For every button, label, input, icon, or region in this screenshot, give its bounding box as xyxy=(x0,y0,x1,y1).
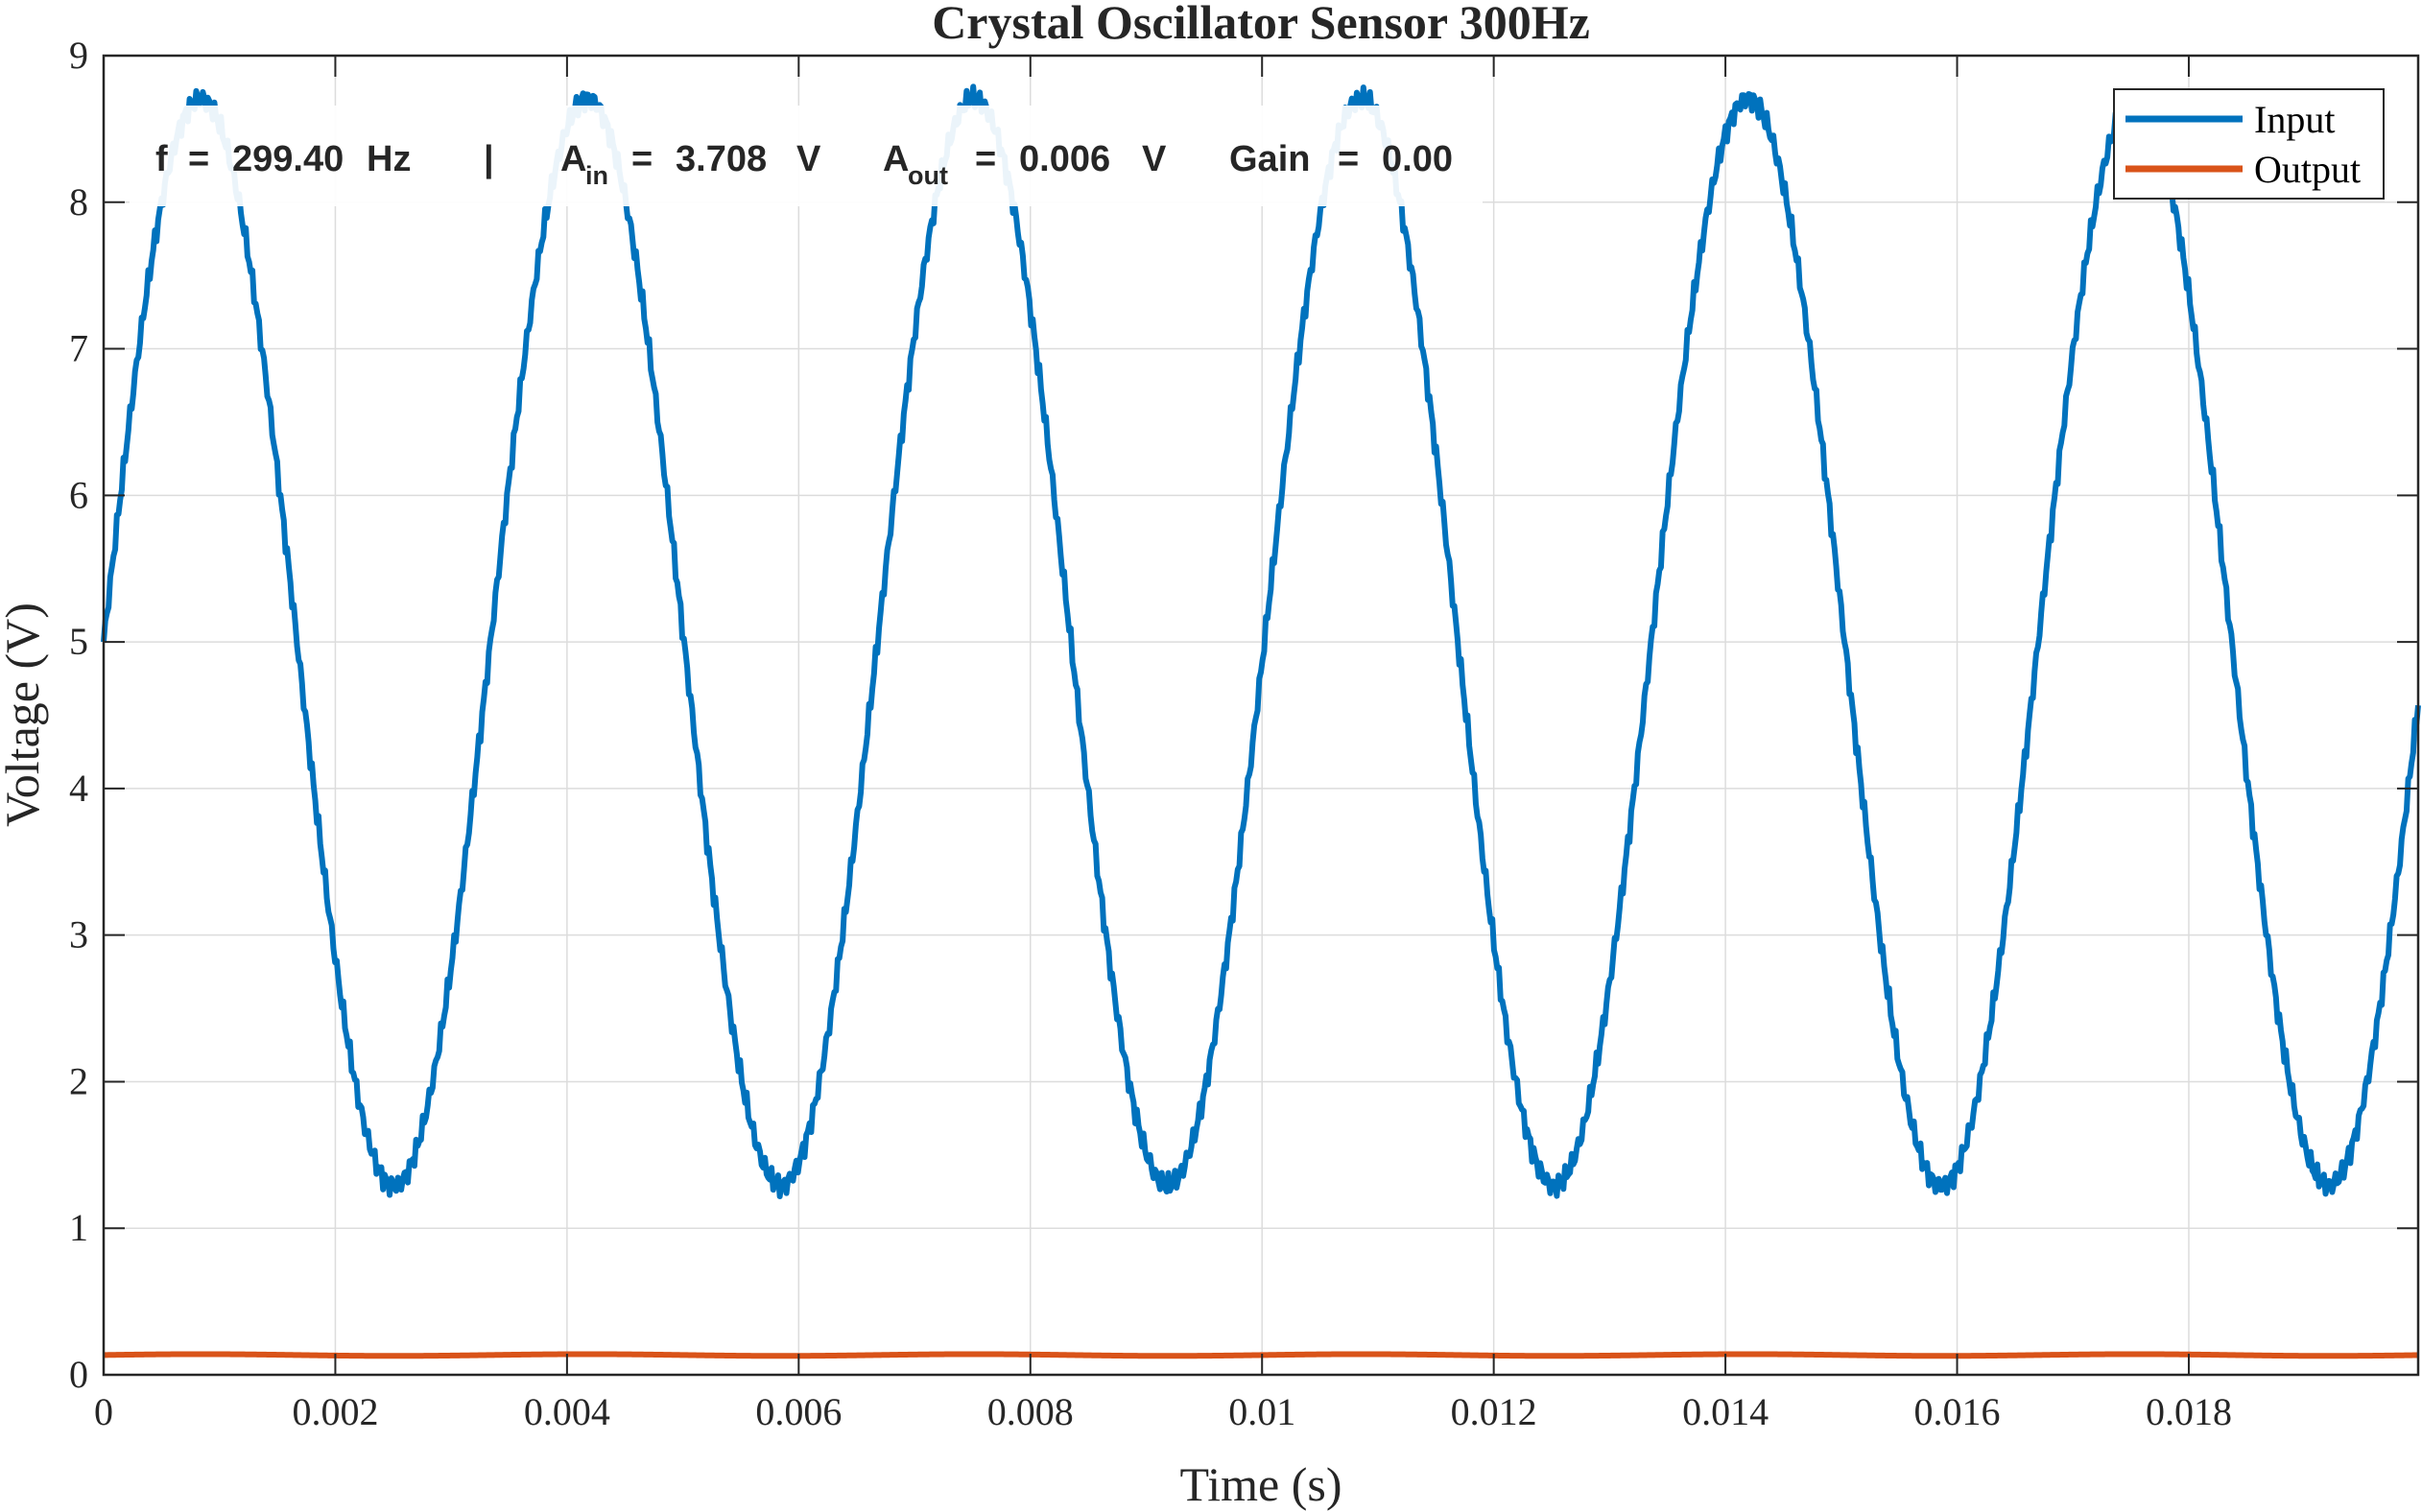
x-tick-label: 0.012 xyxy=(1451,1390,1537,1433)
y-tick-label: 1 xyxy=(69,1206,88,1249)
y-tick-label: 2 xyxy=(69,1059,88,1102)
aout-unit: V xyxy=(1142,139,1167,179)
legend: Input Output xyxy=(2113,88,2385,200)
y-axis-label: Voltage (V) xyxy=(0,602,49,827)
series-layer xyxy=(101,83,2421,1359)
freq-unit: Hz xyxy=(367,139,411,179)
aout-value: 0.006 xyxy=(1019,139,1110,179)
y-tick-label: 6 xyxy=(69,473,88,516)
ain-label: A xyxy=(560,139,586,179)
chart-title: Crystal Oscillator Sensor 300Hz xyxy=(932,0,1590,49)
x-tick-label: 0.008 xyxy=(987,1390,1074,1433)
legend-box xyxy=(2113,88,2385,200)
aout-label: A xyxy=(883,139,909,179)
x-tick-label: 0.006 xyxy=(755,1390,842,1433)
gain-eq: = xyxy=(1338,139,1359,179)
x-tick-label: 0.004 xyxy=(524,1390,610,1433)
aout-eq: = xyxy=(975,139,996,179)
y-tick-label: 9 xyxy=(69,34,88,77)
x-tick-label: 0.014 xyxy=(1682,1390,1769,1433)
y-tick-label: 3 xyxy=(69,913,88,957)
y-tick-label: 4 xyxy=(69,767,88,810)
x-tick-label: 0.002 xyxy=(292,1390,378,1433)
y-tick-label: 0 xyxy=(69,1353,88,1396)
series-line-input xyxy=(101,83,2421,1199)
series-line-output xyxy=(102,1351,2420,1359)
annotation-box: f = 299.40 Hz | A in = 3.708 V A out = 0… xyxy=(130,106,1483,206)
axes-box xyxy=(102,54,2420,1377)
separator: | xyxy=(484,139,494,179)
annotation-background xyxy=(130,106,1483,206)
legend-label-input: Input xyxy=(2254,98,2335,141)
ain-unit: V xyxy=(796,139,821,179)
x-tick-label: 0.016 xyxy=(1914,1390,2001,1433)
x-tick-label: 0 xyxy=(94,1390,113,1433)
x-axis-label: Time (s) xyxy=(1179,1457,1342,1511)
annotation-text: f = 299.40 Hz | A in = 3.708 V A out = 0… xyxy=(155,139,1453,193)
y-tick-label: 7 xyxy=(69,327,88,370)
freq-eq: = xyxy=(188,139,209,179)
aout-sub: out xyxy=(908,161,948,190)
y-tick-label: 5 xyxy=(69,620,88,663)
ain-value: 3.708 xyxy=(676,139,767,179)
x-tick-label: 0.018 xyxy=(2146,1390,2232,1433)
legend-label-output: Output xyxy=(2254,148,2361,191)
freq-label: f xyxy=(155,139,168,179)
gain-value: 0.00 xyxy=(1382,139,1453,179)
x-tick-label: 0.01 xyxy=(1228,1390,1295,1433)
ain-sub: in xyxy=(585,161,608,190)
ticks: 0 0.002 0.004 0.006 0.008 0.01 0.012 0.014 0.016… xyxy=(69,34,2418,1433)
ain-eq: = xyxy=(631,139,653,179)
freq-value: 299.40 xyxy=(232,139,344,179)
y-tick-label: 8 xyxy=(69,180,88,224)
gain-label: Gain xyxy=(1229,139,1310,179)
